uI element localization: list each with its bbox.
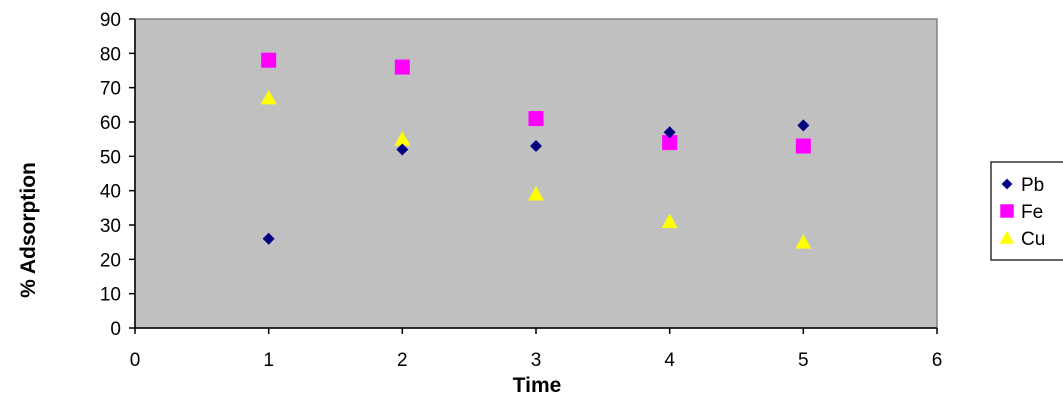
y-tick-label: 50	[100, 147, 121, 168]
x-tick-label: 1	[263, 350, 274, 371]
x-tick-label: 4	[664, 350, 675, 371]
series-cu	[260, 89, 812, 249]
y-tick-label: 10	[100, 285, 121, 306]
y-tick-label: 0	[110, 319, 121, 340]
y-tick-label: 70	[100, 79, 121, 100]
legend: Pb Fe Cu	[990, 161, 1063, 261]
data-point	[663, 126, 676, 139]
y-tick-label: 40	[100, 182, 121, 203]
x-tick-label: 5	[798, 350, 809, 371]
legend-label: Cu	[1021, 229, 1045, 250]
data-point	[260, 89, 277, 105]
data-point	[394, 131, 411, 146]
data-point	[528, 186, 544, 201]
y-tick-label: 30	[100, 216, 121, 237]
data-point	[394, 59, 410, 75]
data-point	[261, 52, 277, 68]
data-point	[528, 111, 544, 127]
x-tick-label: 0	[130, 350, 141, 371]
data-point	[662, 135, 678, 151]
y-tick-label: 60	[100, 113, 121, 134]
y-tick-label: 20	[100, 250, 121, 271]
data-point	[530, 140, 542, 153]
legend-item-cu: Cu	[999, 229, 1045, 250]
legend-marker	[1000, 204, 1014, 218]
y-tick-label: 90	[100, 10, 121, 31]
x-tick-label: 3	[531, 350, 542, 371]
y-axis-ticks: 0 10 20 30 40 50 60 70 80 90	[100, 10, 135, 340]
legend-label: Pb	[1021, 175, 1044, 196]
plot-area	[134, 18, 938, 329]
data-point	[661, 213, 678, 228]
x-axis-title: Time	[513, 374, 562, 396]
x-axis-ticks: 0 1 2 3 4 5 6	[130, 328, 943, 371]
legend-item-pb: Pb	[1001, 175, 1044, 196]
y-tick-label: 80	[100, 44, 121, 65]
legend-marker	[1001, 178, 1013, 190]
legend-item-fe: Fe	[1000, 202, 1043, 223]
data-point	[396, 143, 409, 156]
data-point	[795, 234, 812, 249]
legend-label: Fe	[1021, 202, 1043, 223]
y-axis-title: % Adsorption	[17, 162, 40, 298]
series-fe	[261, 52, 811, 154]
data-point	[797, 119, 810, 132]
x-tick-label: 2	[397, 350, 408, 371]
series-pb	[262, 119, 810, 245]
legend-marker	[999, 230, 1015, 244]
data-point	[262, 232, 275, 245]
data-point	[795, 138, 811, 154]
x-tick-label: 6	[932, 350, 943, 371]
